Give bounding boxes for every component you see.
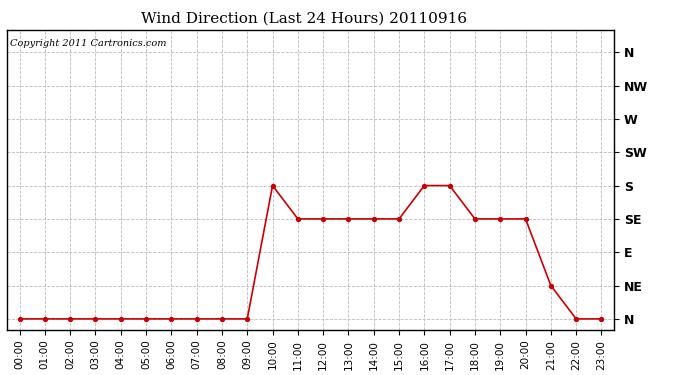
Text: Copyright 2011 Cartronics.com: Copyright 2011 Cartronics.com — [10, 39, 166, 48]
Text: Wind Direction (Last 24 Hours) 20110916: Wind Direction (Last 24 Hours) 20110916 — [141, 11, 466, 25]
